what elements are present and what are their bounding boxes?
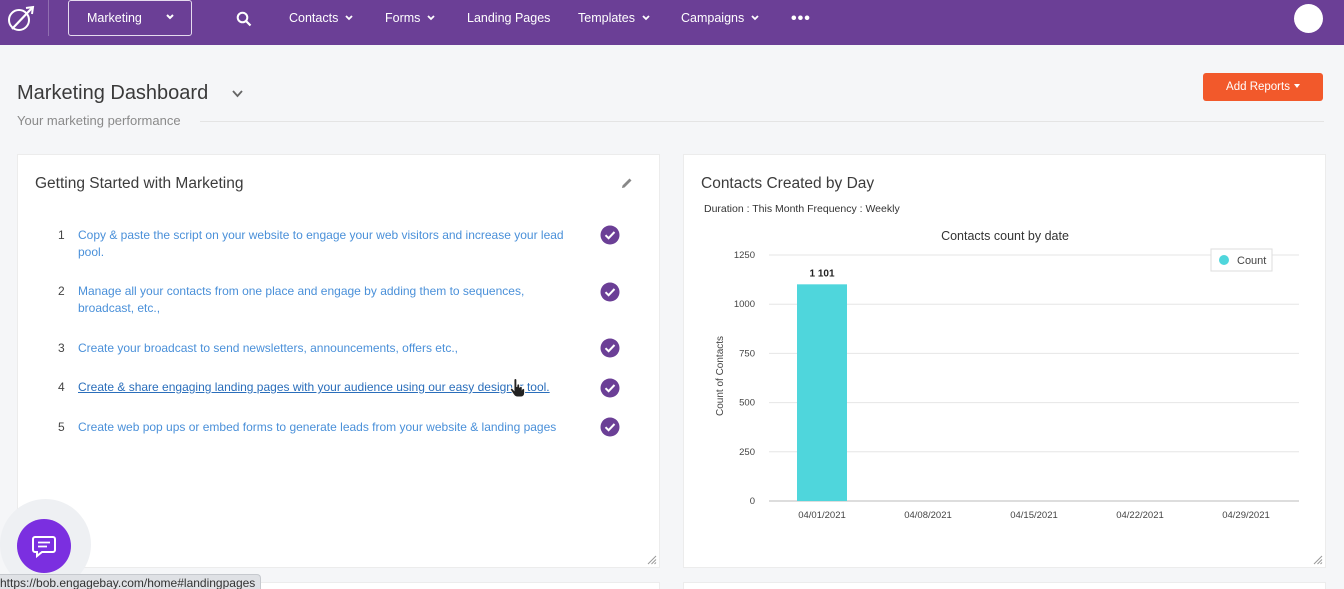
nav-contacts[interactable]: Contacts — [289, 11, 354, 25]
chevron-down-icon — [751, 15, 759, 21]
nav-campaigns-label: Campaigns — [681, 11, 745, 25]
x-tick-label: 04/01/2021 — [798, 510, 846, 521]
contacts-created-card: Contacts Created by Day Duration : This … — [683, 154, 1326, 568]
nav-forms-label: Forms — [385, 11, 421, 25]
legend-label: Count — [1237, 255, 1266, 267]
check-circle-icon — [600, 225, 620, 245]
step-link[interactable]: Manage all your contacts from one place … — [78, 284, 525, 315]
chart-title: Contacts count by date — [941, 229, 1069, 243]
step-number: 4 — [58, 380, 65, 394]
nav-landing-pages[interactable]: Landing Pages — [467, 11, 550, 25]
bar — [797, 284, 847, 501]
next-card-right — [683, 582, 1326, 589]
legend-swatch — [1219, 255, 1229, 265]
nav-templates-label: Templates — [578, 11, 635, 25]
app-selector-dropdown[interactable]: Marketing — [68, 0, 192, 36]
y-tick-label: 250 — [739, 447, 755, 458]
page-subtitle: Your marketing performance — [17, 113, 181, 128]
step-number: 5 — [58, 420, 65, 434]
getting-started-title: Getting Started with Marketing — [35, 175, 244, 192]
check-circle-icon — [600, 282, 620, 302]
legend-box — [1210, 248, 1273, 272]
chevron-down-icon — [166, 14, 174, 20]
resize-handle-icon[interactable] — [645, 553, 657, 565]
page-title: Marketing Dashboard — [17, 82, 209, 104]
getting-started-card: Getting Started with Marketing 1 Copy & … — [17, 154, 660, 568]
status-bar-url: https://bob.engagebay.com/home#landingpa… — [0, 574, 262, 589]
x-tick-label: 04/15/2021 — [1010, 510, 1058, 521]
hand-cursor-icon — [509, 378, 526, 398]
app-selector-label: Marketing — [87, 11, 142, 25]
y-tick-label: 1000 — [734, 299, 755, 310]
resize-handle-icon[interactable] — [1311, 553, 1323, 565]
chat-button[interactable] — [17, 519, 71, 573]
bar-data-label: 1 101 — [809, 268, 834, 279]
caret-down-icon — [1293, 84, 1300, 88]
chevron-down-icon[interactable] — [231, 89, 244, 99]
nav-divider — [48, 0, 49, 36]
x-tick-label: 04/08/2021 — [904, 510, 952, 521]
add-reports-button[interactable]: Add Reports — [1203, 73, 1323, 101]
nav-templates[interactable]: Templates — [578, 11, 651, 25]
nav-contacts-label: Contacts — [289, 11, 339, 25]
chat-icon — [32, 536, 56, 559]
top-navbar: Marketing Contacts Forms Landing Pages T… — [0, 0, 1344, 45]
check-circle-icon — [600, 338, 620, 358]
y-axis-label: Count of Contacts — [715, 336, 726, 416]
x-tick-label: 04/29/2021 — [1222, 510, 1270, 521]
check-circle-icon — [600, 378, 620, 398]
header-divider — [200, 121, 1324, 122]
chart-duration-info: Duration : This Month Frequency : Weekly — [704, 203, 900, 215]
y-tick-label: 750 — [739, 348, 755, 359]
chart-legend[interactable]: Count — [1210, 248, 1273, 272]
y-tick-label: 500 — [739, 398, 755, 409]
chevron-down-icon — [642, 15, 650, 21]
nav-campaigns[interactable]: Campaigns — [681, 11, 760, 25]
more-menu-icon[interactable]: ••• — [791, 10, 811, 27]
x-tick-label: 04/22/2021 — [1116, 510, 1164, 521]
step-number: 1 — [58, 228, 65, 242]
step-number: 3 — [58, 341, 65, 355]
chevron-down-icon — [345, 15, 353, 21]
chevron-down-icon — [427, 15, 436, 21]
step-link[interactable]: Create web pop ups or embed forms to gen… — [78, 420, 557, 434]
step-link[interactable]: Create & share engaging landing pages wi… — [78, 380, 550, 394]
contacts-bar-chart: Contacts count by date 0 250 500 750 1000 125… — [715, 229, 1299, 521]
step-link[interactable]: Copy & paste the script on your website … — [78, 228, 564, 259]
step-link[interactable]: Create your broadcast to send newsletter… — [78, 341, 458, 355]
user-avatar[interactable] — [1294, 4, 1323, 33]
y-tick-label: 0 — [750, 496, 755, 507]
engagebay-logo-icon[interactable] — [6, 5, 36, 33]
search-icon[interactable] — [236, 11, 252, 27]
contacts-card-title: Contacts Created by Day — [701, 175, 875, 192]
check-circle-icon — [600, 417, 620, 437]
pencil-icon[interactable] — [620, 176, 634, 190]
step-number: 2 — [58, 284, 65, 298]
nav-forms[interactable]: Forms — [385, 11, 436, 25]
y-tick-label: 1250 — [734, 250, 755, 261]
nav-landing-pages-label: Landing Pages — [467, 11, 551, 25]
add-reports-label: Add Reports — [1226, 81, 1290, 93]
